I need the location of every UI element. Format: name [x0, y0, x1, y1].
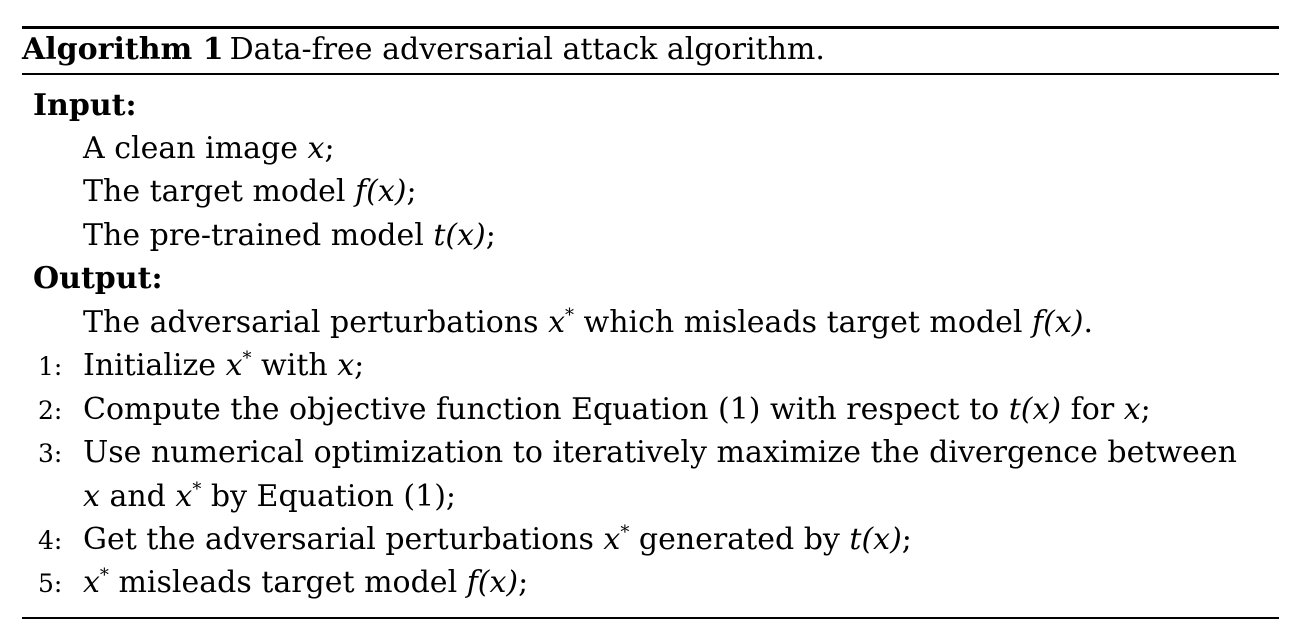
bottom-rule — [22, 617, 1279, 619]
algorithm-step-continuation: x and x* by Equation (1); — [83, 479, 457, 514]
algorithm-step: x* misleads target model f(x); — [83, 565, 529, 600]
step-number: 2: — [38, 396, 63, 425]
algorithm-step: Initialize x* with x; — [83, 348, 365, 383]
input-item: The target model f(x); — [83, 174, 417, 209]
algorithm-step: Get the adversarial perturbations x* gen… — [83, 522, 912, 557]
input-heading: Input: — [33, 88, 137, 123]
algorithm-step: Compute the objective function Equation … — [83, 392, 1151, 427]
step-number: 4: — [38, 526, 63, 555]
input-item: The pre-trained model t(x); — [83, 218, 496, 253]
input-item: A clean image x; — [83, 131, 335, 166]
top-rule — [22, 26, 1279, 29]
caption-rule — [22, 73, 1279, 75]
step-number: 5: — [38, 569, 63, 598]
algorithm-title: Data-free adversarial attack algorithm. — [229, 32, 825, 67]
step-number: 1: — [38, 352, 63, 381]
algorithm-caption: Algorithm 1 Data-free adversarial attack … — [22, 32, 825, 67]
algorithm-step: Use numerical optimization to iterativel… — [83, 435, 1237, 470]
output-description: The adversarial perturbations x* which m… — [83, 305, 1093, 340]
algorithm-label: Algorithm 1 — [22, 32, 224, 67]
step-number: 3: — [38, 439, 63, 468]
output-heading: Output: — [33, 261, 163, 296]
